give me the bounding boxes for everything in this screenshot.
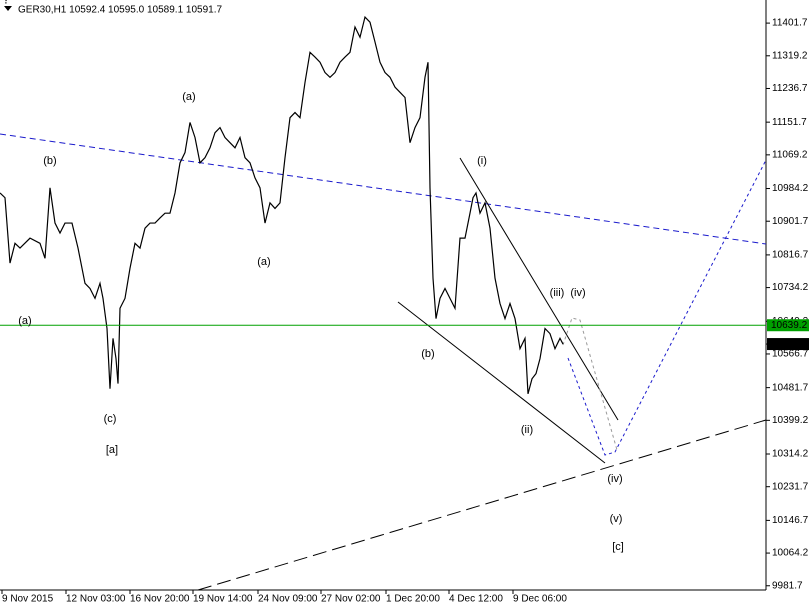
x-tick-label: 27 Nov 02:00 bbox=[321, 594, 381, 605]
wave-label: (iv) bbox=[607, 473, 622, 485]
y-tick-label: 10734.2 bbox=[772, 282, 809, 293]
y-tick-label: 11401.7 bbox=[772, 18, 808, 29]
wave-label: (v) bbox=[610, 513, 623, 525]
x-tick-label: 1 Dec 20:00 bbox=[386, 594, 440, 605]
x-tick-label: 12 Nov 03:00 bbox=[66, 594, 126, 605]
y-tick-label: 11236.7 bbox=[772, 83, 808, 94]
y-tick-label: 9981.7 bbox=[772, 580, 803, 591]
y-tick-label: 10146.7 bbox=[772, 515, 809, 526]
x-tick-label: 9 Nov 2015 bbox=[2, 594, 54, 605]
price-line bbox=[0, 15, 564, 395]
wave-label: (a) bbox=[182, 91, 195, 103]
projection-path bbox=[567, 159, 767, 456]
y-tick-label: 10901.7 bbox=[772, 216, 809, 227]
wave-label: [a] bbox=[106, 444, 118, 456]
last-price-box bbox=[767, 338, 809, 351]
y-tick-label: 10481.7 bbox=[772, 382, 809, 393]
x-tick-label: 4 Dec 12:00 bbox=[449, 594, 503, 605]
wave-label: (b) bbox=[43, 155, 56, 167]
wedge-line bbox=[397, 301, 606, 464]
x-tick-label: 19 Nov 14:00 bbox=[193, 594, 253, 605]
y-tick-label: 10231.7 bbox=[772, 481, 809, 492]
wave-label: (ii) bbox=[521, 424, 533, 436]
y-tick-label: 11151.7 bbox=[772, 117, 807, 128]
last-price-label: 10591.7 bbox=[771, 339, 808, 350]
wave-label: (iv) bbox=[570, 287, 585, 299]
y-tick-label: 11319.2 bbox=[772, 50, 808, 61]
wave-label: (b) bbox=[421, 348, 434, 360]
wedge-line bbox=[459, 157, 619, 421]
wave-label: (iii) bbox=[550, 287, 565, 299]
x-tick-label: 16 Nov 20:00 bbox=[130, 594, 190, 605]
price-label-box bbox=[767, 319, 809, 332]
wave-label: (a) bbox=[18, 315, 31, 327]
wave-label: [c] bbox=[612, 541, 624, 553]
wave-label: (i) bbox=[477, 155, 487, 167]
y-tick-label: 10399.2 bbox=[772, 415, 809, 426]
wave-label: (c) bbox=[104, 413, 117, 425]
y-tick-label: 10566.7 bbox=[772, 349, 809, 360]
y-tick-label: 11069.2 bbox=[772, 149, 808, 160]
x-tick-label: 24 Nov 09:00 bbox=[258, 594, 318, 605]
y-tick-label: 10064.2 bbox=[772, 548, 809, 559]
wave-label: (a) bbox=[257, 256, 270, 268]
menu-arrow[interactable] bbox=[4, 6, 12, 11]
price-label: 10639.2 bbox=[771, 320, 808, 331]
y-tick-label: 10314.2 bbox=[772, 449, 809, 460]
wave-label: B ? bbox=[0, 0, 10, 6]
y-tick-label: 10984.2 bbox=[772, 183, 809, 194]
chart-title: GER30,H1 10592.4 10595.0 10589.1 10591.7 bbox=[18, 5, 222, 16]
x-tick-label: 9 Dec 06:00 bbox=[513, 594, 567, 605]
y-tick-label: 10816.7 bbox=[772, 250, 809, 261]
alt-projection-path bbox=[562, 317, 618, 451]
channel-line bbox=[0, 133, 767, 245]
